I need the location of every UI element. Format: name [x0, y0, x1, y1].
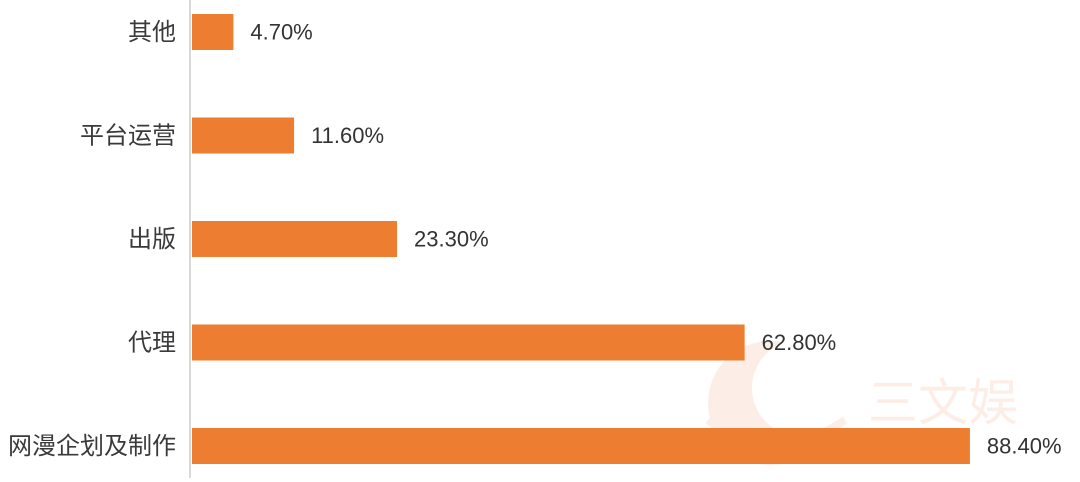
bars-layer: 其他 4.70% 平台运营 11.60% 出版 23.30% 代理 62.80% 网漫企划及制作… [8, 14, 1062, 464]
bar-3 [192, 324, 745, 361]
value-label-2: 23.30% [414, 227, 489, 252]
value-label-3: 62.80% [762, 330, 837, 355]
bar-2 [192, 221, 398, 257]
bar-1 [192, 117, 295, 154]
category-label-4: 网漫企划及制作 [8, 432, 176, 460]
bar-0 [192, 14, 234, 50]
value-label-0: 4.70% [250, 20, 312, 45]
category-label-3: 代理 [128, 329, 176, 357]
value-label-1: 11.60% [311, 123, 384, 148]
bar-4 [192, 428, 970, 464]
value-label-4: 88.40% [987, 434, 1062, 459]
category-label-1: 平台运营 [80, 122, 176, 150]
category-label-2: 出版 [128, 225, 176, 253]
watermark-text: 三文娱 [868, 374, 1018, 432]
category-label-0: 其他 [128, 18, 176, 46]
